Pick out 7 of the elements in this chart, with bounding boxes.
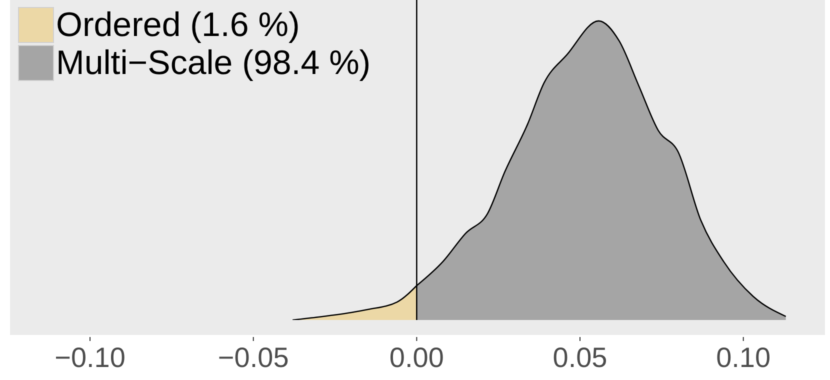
legend-label: Multi−Scale (98.4 %) [56,44,371,82]
x-tick-label: −0.10 [54,342,126,373]
x-tick-label: 0.10 [716,342,771,373]
x-tick-label: 0.00 [389,342,444,373]
x-tick-label: 0.05 [552,342,608,373]
x-tick-label: −0.05 [218,342,289,373]
legend-label: Ordered (1.6 %) [56,6,300,44]
